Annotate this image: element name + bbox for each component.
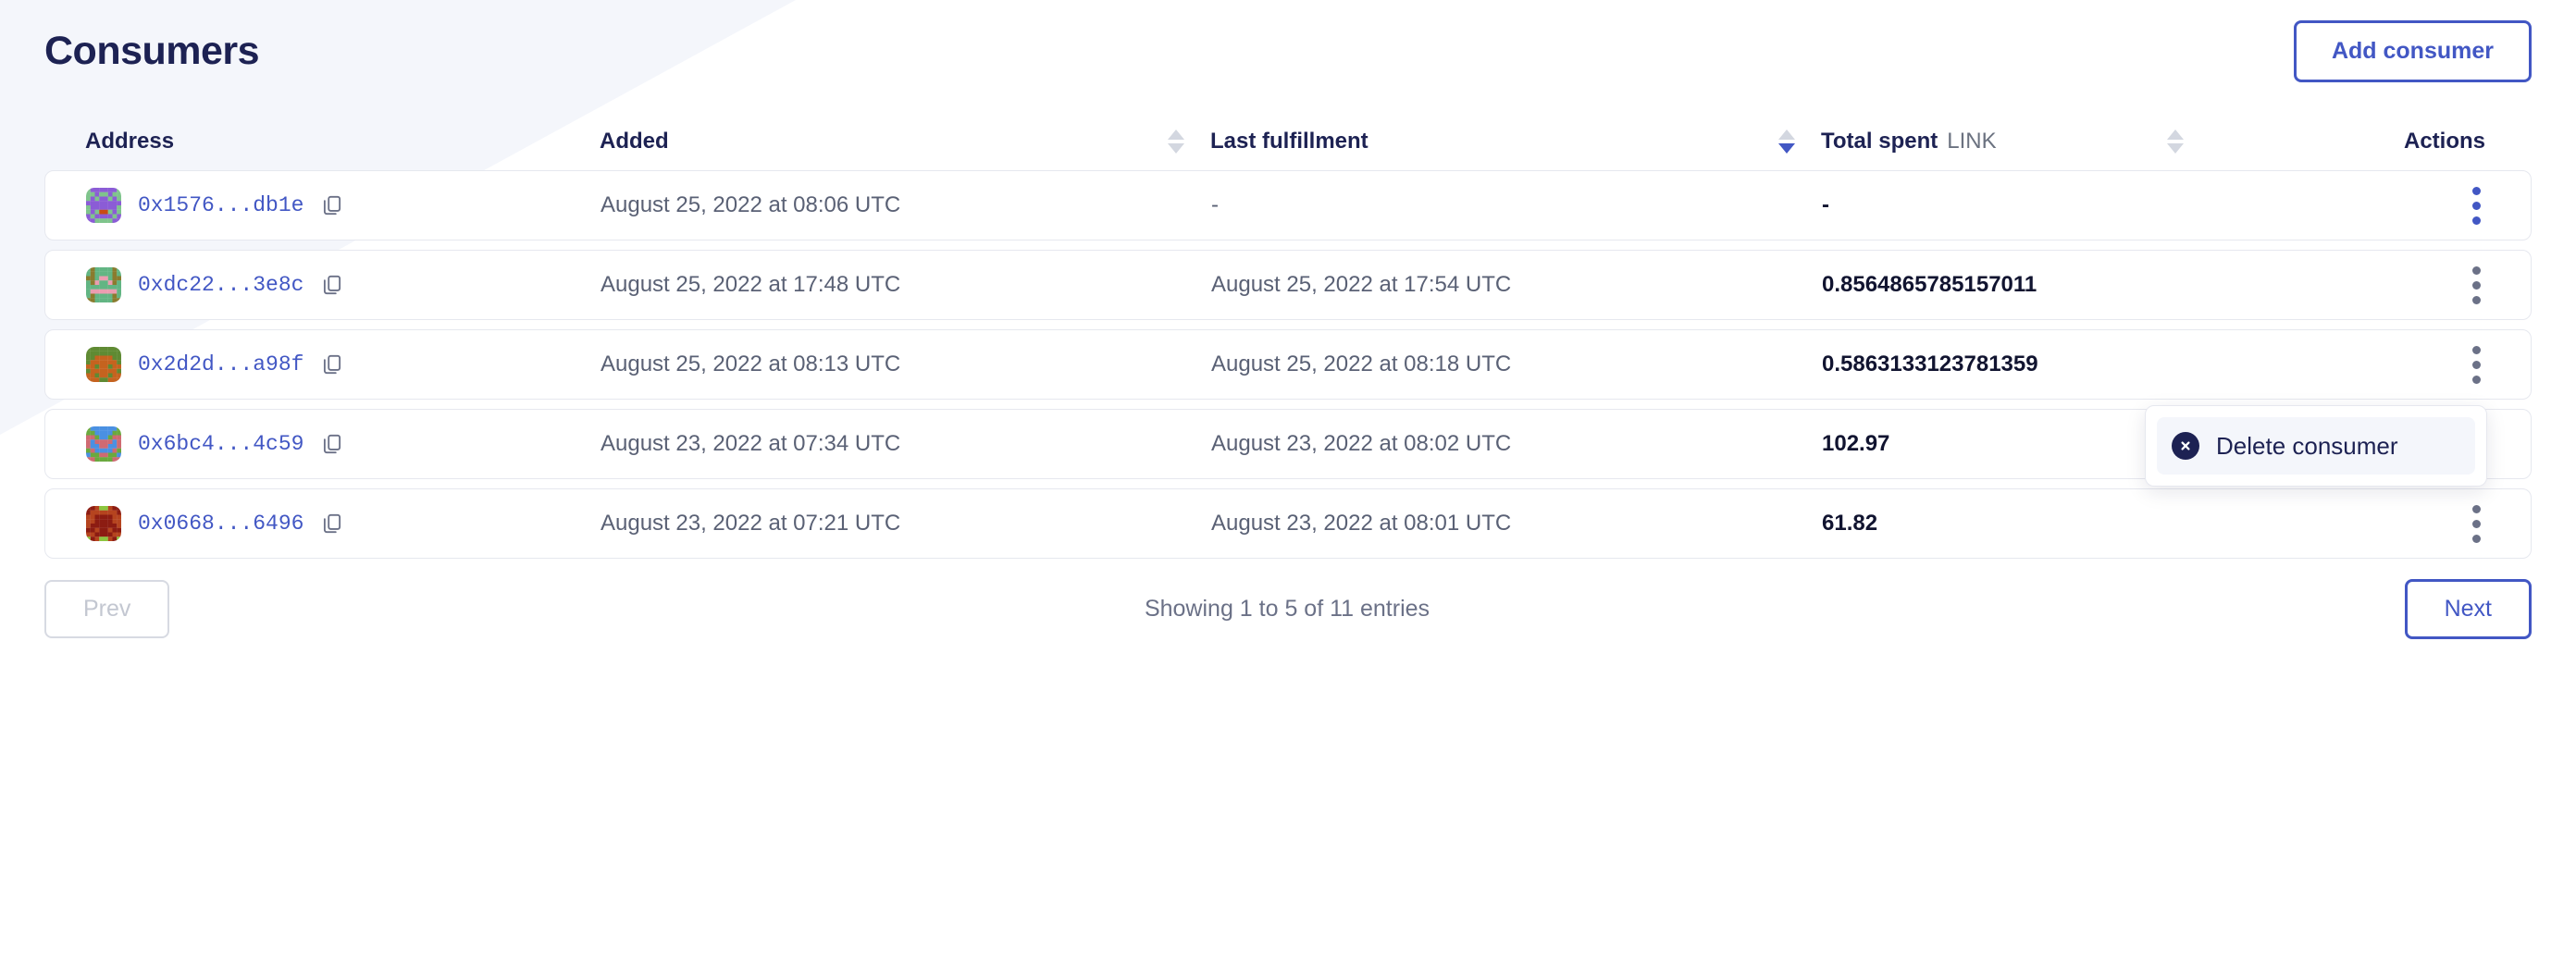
table-header-row: Address Added Last fulfillment Total spe… <box>44 113 2532 170</box>
column-header-actions: Actions <box>2210 130 2532 153</box>
copy-icon[interactable] <box>320 432 344 456</box>
cell-total-spent: 102.97 <box>1822 431 1890 456</box>
cell-added: August 23, 2022 at 07:34 UTC <box>601 431 901 456</box>
cell-address: 0x1576...db1e <box>45 188 601 223</box>
cell-actions <box>2211 261 2531 310</box>
next-page-button[interactable]: Next <box>2404 579 2532 639</box>
kebab-dot <box>2472 265 2481 275</box>
sort-arrows-icon-total-spent[interactable] <box>2167 130 2184 154</box>
cell-address: 0xdc22...3e8c <box>45 267 601 302</box>
consumer-address-link[interactable]: 0x0668...6496 <box>138 511 304 536</box>
sort-descending-arrow <box>1778 143 1795 154</box>
column-header-total-spent-unit: LINK <box>1947 129 1997 154</box>
cell-added: August 25, 2022 at 08:13 UTC <box>601 352 901 376</box>
cell-actions <box>2211 340 2531 389</box>
cell-last-fulfillment: August 23, 2022 at 08:01 UTC <box>1211 511 1512 536</box>
column-header-last-fulfillment[interactable]: Last fulfillment <box>1210 130 1821 154</box>
column-header-total-spent-label: Total spent <box>1821 129 1938 154</box>
kebab-menu-icon[interactable] <box>2463 500 2490 549</box>
cell-last-fulfillment: August 23, 2022 at 08:02 UTC <box>1211 431 1512 456</box>
copy-icon[interactable] <box>320 193 344 217</box>
kebab-dot <box>2472 295 2481 304</box>
kebab-dot <box>2472 519 2481 528</box>
identicon-avatar <box>86 506 121 541</box>
table-row: 0x0668...6496 August 23, 2022 at 07:21 UT… <box>44 488 2532 559</box>
cell-actions <box>2211 181 2531 230</box>
kebab-dot <box>2472 375 2481 384</box>
column-header-address: Address <box>44 130 600 153</box>
row-actions-dropdown: Delete consumer <box>2145 405 2487 487</box>
identicon-avatar <box>86 347 121 382</box>
identicon-avatar <box>86 267 121 302</box>
identicon-avatar <box>86 426 121 462</box>
sort-descending-arrow <box>1168 143 1184 154</box>
cell-last-fulfillment: - <box>1211 192 1219 217</box>
delete-consumer-menu-item[interactable]: Delete consumer <box>2157 417 2475 475</box>
sort-ascending-arrow <box>2167 130 2184 140</box>
sort-ascending-arrow <box>1778 130 1795 140</box>
cell-last-fulfillment: August 25, 2022 at 17:54 UTC <box>1211 272 1512 297</box>
delete-consumer-menu-item-label: Delete consumer <box>2216 432 2398 460</box>
kebab-dot <box>2472 280 2481 290</box>
prev-page-button[interactable]: Prev <box>44 580 170 638</box>
table-row: 0x2d2d...a98f August 25, 2022 at 08:13 UT… <box>44 329 2532 400</box>
x-circle-icon <box>2172 432 2199 460</box>
sort-arrows-icon-added[interactable] <box>1168 130 1184 154</box>
consumers-table: Address Added Last fulfillment Total spe… <box>44 113 2532 559</box>
cell-added: August 25, 2022 at 08:06 UTC <box>601 192 901 217</box>
table-row: 0x1576...db1e August 25, 2022 at 08:06 UT… <box>44 170 2532 240</box>
pagination-bar: Prev Showing 1 to 5 of 11 entries Next <box>44 579 2532 639</box>
column-header-total-spent[interactable]: Total spent LINK <box>1821 130 2210 154</box>
cell-address: 0x0668...6496 <box>45 506 601 541</box>
cell-total-spent: 0.8564865785157011 <box>1822 272 2037 297</box>
copy-icon[interactable] <box>320 273 344 297</box>
kebab-menu-icon[interactable] <box>2463 261 2490 310</box>
kebab-dot <box>2472 360 2481 369</box>
pagination-status-text: Showing 1 to 5 of 11 entries <box>1144 596 1430 622</box>
consumer-address-link[interactable]: 0xdc22...3e8c <box>138 272 304 297</box>
cell-address: 0x2d2d...a98f <box>45 347 601 382</box>
cell-total-spent: - <box>1822 192 1829 217</box>
column-header-added[interactable]: Added <box>600 130 1210 154</box>
kebab-menu-icon[interactable] <box>2463 340 2490 389</box>
add-consumer-button[interactable]: Add consumer <box>2293 19 2532 82</box>
kebab-dot <box>2472 534 2481 543</box>
consumer-address-link[interactable]: 0x1576...db1e <box>138 192 304 217</box>
cell-address: 0x6bc4...4c59 <box>45 426 601 462</box>
column-header-actions-label: Actions <box>2403 129 2485 154</box>
cell-total-spent: 0.5863133123781359 <box>1822 352 2038 376</box>
cell-total-spent: 61.82 <box>1822 511 1878 536</box>
table-row: 0xdc22...3e8c August 25, 2022 at 17:48 UT… <box>44 250 2532 320</box>
identicon-avatar <box>86 188 121 223</box>
column-header-added-label: Added <box>600 129 669 154</box>
page-header: Consumers Add consumer <box>44 0 2532 102</box>
cell-added: August 23, 2022 at 07:21 UTC <box>601 511 901 536</box>
sort-arrows-icon-last-fulfillment[interactable] <box>1778 130 1795 154</box>
kebab-dot <box>2472 201 2481 210</box>
kebab-dot <box>2472 345 2481 354</box>
page-title: Consumers <box>44 28 260 73</box>
kebab-menu-icon[interactable] <box>2463 181 2490 230</box>
cell-actions <box>2211 500 2531 549</box>
column-header-last-fulfillment-label: Last fulfillment <box>1210 129 1368 154</box>
consumer-address-link[interactable]: 0x6bc4...4c59 <box>138 431 304 456</box>
copy-icon[interactable] <box>320 352 344 376</box>
cell-added: August 25, 2022 at 17:48 UTC <box>601 272 901 297</box>
kebab-dot <box>2472 186 2481 195</box>
consumer-address-link[interactable]: 0x2d2d...a98f <box>138 352 304 376</box>
kebab-dot <box>2472 504 2481 513</box>
table-body: 0x1576...db1e August 25, 2022 at 08:06 UT… <box>44 170 2532 559</box>
sort-descending-arrow <box>2167 143 2184 154</box>
cell-last-fulfillment: August 25, 2022 at 08:18 UTC <box>1211 352 1512 376</box>
column-header-address-label: Address <box>85 129 175 154</box>
sort-ascending-arrow <box>1168 130 1184 140</box>
kebab-dot <box>2472 216 2481 225</box>
copy-icon[interactable] <box>320 512 344 536</box>
